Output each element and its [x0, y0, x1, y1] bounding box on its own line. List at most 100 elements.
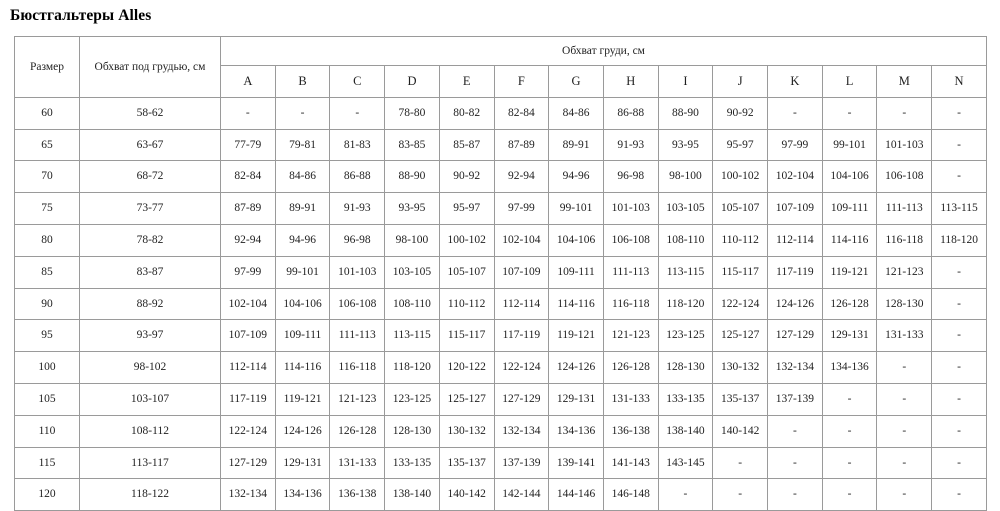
cell-size: 80	[14, 223, 80, 257]
cell-cup-n: -	[931, 160, 987, 194]
cell-cup-k: -	[767, 446, 823, 480]
cell-cup-e: 85-87	[438, 128, 495, 162]
cell-cup-a: 97-99	[220, 255, 276, 289]
table-row: 75 73-77 87-89 89-91 91-93 93-95 95-97 97-99 99-…	[14, 192, 987, 225]
cell-cup-b: 104-106	[274, 287, 331, 321]
cell-underbust: 73-77	[79, 192, 221, 225]
cell-cup-h: 101-103	[602, 192, 659, 225]
cell-cup-a: 112-114	[220, 351, 276, 384]
cell-size: 65	[14, 128, 80, 162]
cell-cup-b: 124-126	[274, 414, 331, 448]
table-row: 100 98-102 112-114 114-116 116-118 118-120 120…	[14, 351, 987, 384]
cell-size: 115	[14, 446, 80, 480]
cell-cup-a: 77-79	[220, 128, 276, 162]
cell-cup-l: -	[821, 382, 878, 416]
cell-cup-j: 115-117	[712, 255, 769, 289]
cell-cup-l: -	[821, 446, 878, 480]
cell-cup-k: 107-109	[767, 192, 823, 225]
cell-cup-n: 118-120	[931, 223, 987, 257]
header-cup-g: G	[548, 65, 604, 98]
cell-size: 60	[14, 96, 80, 130]
cell-cup-g: 109-111	[548, 255, 604, 289]
cell-cup-d: 93-95	[384, 192, 440, 225]
cell-cup-m: -	[876, 351, 933, 384]
header-cup-k: K	[767, 65, 823, 98]
cell-cup-i: 128-130	[657, 351, 714, 384]
cell-cup-n: -	[931, 382, 987, 416]
cell-cup-a: -	[220, 96, 276, 130]
cell-cup-h: 121-123	[602, 319, 659, 353]
header-size: Размер	[14, 36, 80, 98]
cell-cup-c: 136-138	[329, 478, 386, 511]
cell-cup-d: 118-120	[384, 351, 440, 384]
cell-cup-e: 135-137	[438, 446, 495, 480]
cell-cup-m: -	[876, 446, 933, 480]
cell-cup-d: 103-105	[384, 255, 440, 289]
cell-cup-g: 119-121	[548, 319, 604, 353]
cell-cup-b: 84-86	[274, 160, 331, 194]
cell-cup-k: 127-129	[767, 319, 823, 353]
cell-cup-e: 95-97	[438, 192, 495, 225]
cell-cup-a: 127-129	[220, 446, 276, 480]
cell-cup-i: 123-125	[657, 319, 714, 353]
cell-cup-h: 141-143	[602, 446, 659, 480]
cell-cup-j: 122-124	[712, 287, 769, 321]
cell-cup-a: 82-84	[220, 160, 276, 194]
cell-cup-c: 91-93	[329, 192, 386, 225]
cell-cup-b: 79-81	[274, 128, 331, 162]
header-cup-h: H	[602, 65, 659, 98]
cell-cup-n: -	[931, 255, 987, 289]
table-row: 110 108-112 122-124 124-126 126-128 128-130 13…	[14, 414, 987, 448]
cell-cup-j: -	[712, 478, 769, 511]
cell-cup-i: 143-145	[657, 446, 714, 480]
cell-cup-l: 99-101	[821, 128, 878, 162]
cell-cup-k: 117-119	[767, 255, 823, 289]
cell-cup-m: -	[876, 382, 933, 416]
cell-cup-l: 104-106	[821, 160, 878, 194]
cell-cup-c: 111-113	[329, 319, 386, 353]
header-cup-j: J	[712, 65, 769, 98]
header-cup-m: M	[876, 65, 933, 98]
cell-cup-j: 95-97	[712, 128, 769, 162]
cell-underbust: 98-102	[79, 351, 221, 384]
cell-size: 85	[14, 255, 80, 289]
cell-cup-g: 144-146	[548, 478, 604, 511]
cell-cup-g: 129-131	[548, 382, 604, 416]
cell-cup-d: 113-115	[384, 319, 440, 353]
cell-underbust: 88-92	[79, 287, 221, 321]
cell-size: 100	[14, 351, 80, 384]
table-body: 60 58-62- - -78-80 80-82 82-84 84-86 86-88 88-90…	[14, 96, 987, 511]
header-underbust: Обхват под грудью, см	[79, 36, 221, 98]
cell-cup-h: 146-148	[602, 478, 659, 511]
cell-cup-d: 108-110	[384, 287, 440, 321]
table-row: 115 113-117 127-129 129-131 131-133 133-135 13…	[14, 446, 987, 480]
cell-cup-b: 89-91	[274, 192, 331, 225]
cell-cup-e: 80-82	[438, 96, 495, 130]
cell-cup-l: 126-128	[821, 287, 878, 321]
cell-cup-d: 83-85	[384, 128, 440, 162]
cell-cup-c: 81-83	[329, 128, 386, 162]
cell-cup-e: 140-142	[438, 478, 495, 511]
cell-cup-m: 101-103	[876, 128, 933, 162]
cell-cup-e: 130-132	[438, 414, 495, 448]
cell-underbust: 118-122	[79, 478, 221, 511]
cell-cup-e: 90-92	[438, 160, 495, 194]
cell-size: 110	[14, 414, 80, 448]
cell-cup-g: 134-136	[548, 414, 604, 448]
table-header: Размер Обхват под грудью, см Обхват груд…	[14, 36, 987, 98]
cell-cup-f: 122-124	[493, 351, 550, 384]
cell-cup-l: 109-111	[821, 192, 878, 225]
cell-cup-b: 134-136	[274, 478, 331, 511]
cell-cup-g: 139-141	[548, 446, 604, 480]
cell-cup-n: -	[931, 478, 987, 511]
header-cup-l: L	[821, 65, 878, 98]
table-row: 65 63-67 77-79 79-81 81-83 83-85 85-87 87-89 89-…	[14, 128, 987, 162]
header-cup-b: B	[274, 65, 331, 98]
cell-cup-n: -	[931, 96, 987, 130]
cell-cup-e: 115-117	[438, 319, 495, 353]
cell-cup-i: 98-100	[657, 160, 714, 194]
cell-cup-a: 92-94	[220, 223, 276, 257]
cell-cup-a: 107-109	[220, 319, 276, 353]
cell-cup-l: -	[821, 96, 878, 130]
